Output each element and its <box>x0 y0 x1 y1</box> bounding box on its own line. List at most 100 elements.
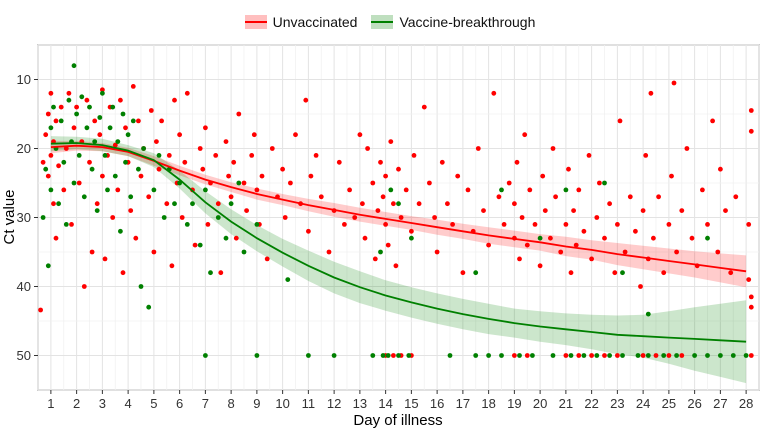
data-point-0 <box>352 215 358 220</box>
data-point-1 <box>97 115 103 120</box>
data-point-0 <box>43 132 49 138</box>
x-tick-label: 13 <box>353 396 367 411</box>
data-point-0 <box>597 180 602 186</box>
data-point-0 <box>293 132 298 138</box>
x-tick-label: 26 <box>687 396 701 411</box>
data-point-1 <box>517 353 522 358</box>
grid <box>37 44 760 391</box>
data-point-0 <box>58 104 64 110</box>
data-point-0 <box>51 201 56 207</box>
x-tick-label: 4 <box>125 396 132 411</box>
data-point-1 <box>156 153 162 158</box>
data-point-0 <box>318 194 324 200</box>
data-point-0 <box>385 242 391 248</box>
x-tick-label: 25 <box>662 396 676 411</box>
data-point-0 <box>383 222 388 227</box>
data-point-0 <box>66 90 72 96</box>
data-point-0 <box>61 187 67 193</box>
data-point-0 <box>172 97 177 103</box>
x-tick-label: 17 <box>456 396 470 411</box>
data-point-0 <box>48 90 54 96</box>
data-point-0 <box>218 270 224 276</box>
data-point-0 <box>228 194 234 200</box>
data-point-0 <box>231 159 237 165</box>
x-tick-label: 18 <box>481 396 495 411</box>
data-point-0 <box>748 294 754 300</box>
y-axis: 10 20 30 40 50 <box>17 72 38 363</box>
data-point-1 <box>102 153 108 158</box>
x-tick-label: 10 <box>275 396 289 411</box>
data-point-1 <box>71 180 77 186</box>
data-point-1 <box>568 353 574 358</box>
data-point-0 <box>640 208 646 214</box>
data-point-1 <box>89 166 95 172</box>
data-point-1 <box>396 353 401 358</box>
data-point-1 <box>645 311 651 317</box>
data-point-0 <box>607 201 612 207</box>
data-point-0 <box>666 222 672 227</box>
data-point-0 <box>182 159 188 165</box>
data-point-0 <box>94 201 100 207</box>
data-point-0 <box>627 194 633 200</box>
data-point-0 <box>576 187 582 193</box>
data-point-1 <box>306 353 311 358</box>
data-point-0 <box>481 208 486 214</box>
data-point-0 <box>159 118 165 124</box>
data-point-1 <box>81 194 87 200</box>
data-point-0 <box>633 228 638 234</box>
data-point-0 <box>156 166 162 172</box>
data-point-0 <box>282 215 288 220</box>
data-point-0 <box>563 353 569 358</box>
fit-line-1 <box>50 142 747 343</box>
data-point-0 <box>336 159 342 165</box>
x-tick-label: 6 <box>176 396 183 411</box>
data-point-0 <box>540 173 546 179</box>
data-point-0 <box>748 128 754 134</box>
data-point-1 <box>184 222 190 227</box>
data-point-1 <box>107 125 113 131</box>
data-point-0 <box>133 235 139 241</box>
fit-lines <box>50 142 747 343</box>
legend-label-vaccine-breakthrough: Vaccine-breakthrough <box>399 14 536 30</box>
data-point-1 <box>674 353 679 358</box>
data-point-0 <box>362 235 368 241</box>
data-point-0 <box>396 166 401 172</box>
data-point-1 <box>254 353 260 358</box>
data-point-1 <box>215 215 221 220</box>
data-point-0 <box>203 125 208 131</box>
data-point-0 <box>486 242 491 248</box>
data-point-0 <box>53 235 59 241</box>
data-point-1 <box>730 353 736 358</box>
data-point-1 <box>718 353 723 358</box>
data-point-0 <box>434 249 440 255</box>
legend-item-vaccine-breakthrough: Vaccine-breakthrough <box>371 14 535 30</box>
data-point-0 <box>581 228 587 234</box>
data-point-0 <box>372 256 378 262</box>
data-point-0 <box>313 153 319 158</box>
confidence-band-0 <box>50 140 747 288</box>
data-point-1 <box>118 228 123 234</box>
data-point-1 <box>385 353 391 358</box>
data-point-1 <box>602 180 607 186</box>
data-point-1 <box>388 187 394 193</box>
data-point-1 <box>409 235 414 241</box>
data-point-0 <box>416 201 422 207</box>
data-point-1 <box>172 201 177 207</box>
fit-line-0 <box>50 144 747 273</box>
data-point-0 <box>45 111 51 117</box>
data-point-1 <box>92 139 98 145</box>
data-point-0 <box>136 118 141 124</box>
data-point-0 <box>514 159 520 165</box>
data-point-1 <box>94 208 100 214</box>
data-point-0 <box>512 353 517 358</box>
data-point-0 <box>524 353 530 358</box>
data-point-1 <box>146 304 152 310</box>
data-point-1 <box>190 201 195 207</box>
data-point-0 <box>375 208 381 214</box>
data-point-1 <box>43 166 49 172</box>
data-point-0 <box>306 228 311 234</box>
data-point-1 <box>141 146 147 151</box>
data-point-0 <box>411 153 417 158</box>
data-point-0 <box>532 222 538 227</box>
data-point-1 <box>40 215 46 220</box>
